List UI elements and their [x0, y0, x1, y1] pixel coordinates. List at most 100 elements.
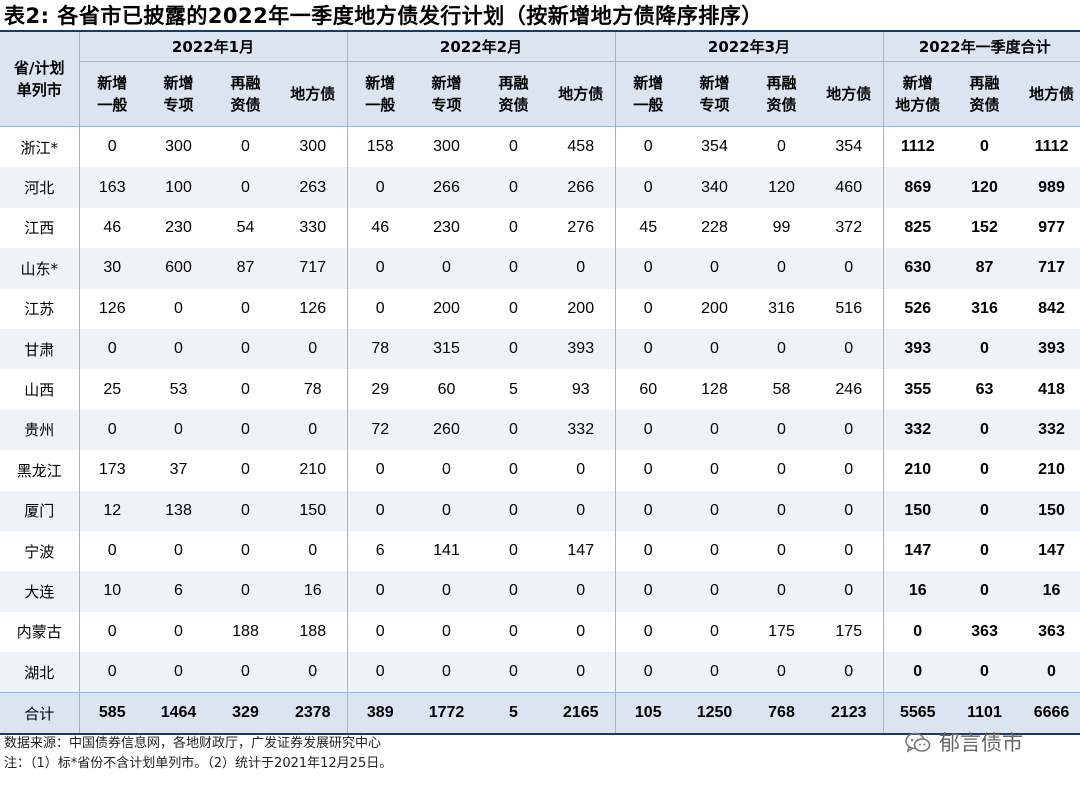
table-body: 浙江* 0 300 0 300 158 300 0 458 0 354 0 354 1112 0 1112 河北… [0, 126, 1080, 693]
value-cell: 0 [212, 328, 279, 370]
region-cell: 河北 [0, 167, 80, 208]
value-cell: 0 [815, 530, 884, 572]
watermark: 郁言债市 [905, 730, 1023, 756]
wechat-icon [905, 732, 931, 753]
value-cell: 0 [442, 461, 451, 479]
value-cell: 316 [768, 299, 795, 317]
value-cell: 0 [710, 461, 719, 479]
table-row: 甘肃 0 0 0 0 78 315 0 393 0 0 0 0 393 0 393 [0, 328, 1080, 370]
value-cell: 0 [748, 652, 815, 693]
value-cell: 0 [643, 461, 653, 479]
value-cell: 58 [772, 380, 791, 398]
value-cell: 393 [547, 328, 616, 370]
region-header-line-2: 单列市 [16, 81, 62, 99]
value-cell: 99 [772, 218, 791, 236]
bond-issuance-table: 省/计划 单列市 2022年1月 2022年2月 2022年3月 2022年一季… [0, 30, 1080, 736]
value-cell: 0 [681, 571, 748, 612]
value-cell: 0 [815, 652, 884, 693]
value-cell: 150 [1017, 490, 1080, 531]
column-header-line: 再融 [969, 74, 1000, 92]
value-cell: 0 [547, 450, 616, 491]
column-header: 地方债 [279, 61, 348, 127]
column-header-line: 新增 [431, 74, 462, 92]
value-cell: 0 [480, 167, 547, 208]
value-cell: 0 [883, 652, 952, 693]
value-cell: 1101 [952, 692, 1017, 736]
value-cell: 2165 [547, 692, 616, 736]
region-cell: 大连 [0, 571, 80, 612]
value-cell: 0 [347, 248, 413, 289]
value-cell: 138 [145, 490, 212, 531]
value-cell: 315 [413, 328, 480, 370]
watermark-text: 郁言债市 [939, 731, 1023, 755]
value-cell: 0 [615, 167, 681, 208]
value-cell: 5 [509, 380, 518, 398]
value-cell: 0 [980, 461, 989, 479]
value-cell: 0 [952, 652, 1017, 693]
value-cell: 977 [1038, 218, 1065, 236]
value-cell: 200 [547, 288, 616, 329]
region-cell: 黑龙江 [0, 450, 80, 491]
value-cell: 329 [212, 692, 279, 736]
region-cell: 甘肃 [0, 328, 80, 370]
value-cell: 29 [371, 380, 390, 398]
value-cell: 0 [509, 138, 518, 156]
value-cell: 0 [480, 490, 547, 531]
value-cell: 363 [971, 622, 998, 640]
value-cell: 0 [279, 652, 348, 693]
value-cell: 0 [480, 409, 547, 451]
value-cell: 37 [169, 461, 188, 479]
value-cell: 0 [952, 328, 1017, 370]
value-cell: 717 [279, 248, 348, 289]
value-cell: 0 [509, 461, 518, 479]
value-cell: 0 [681, 490, 748, 531]
value-cell: 163 [79, 167, 145, 208]
column-header: 再融 资债 [212, 61, 279, 127]
value-cell: 0 [815, 490, 884, 531]
value-cell: 173 [98, 461, 126, 479]
column-header-line: 新增 [633, 74, 664, 92]
value-cell: 0 [509, 218, 518, 236]
value-cell: 0 [107, 622, 117, 640]
value-cell: 0 [375, 622, 385, 640]
table-row: 厦门 12 138 0 150 0 0 0 0 0 0 0 0 150 0 150 [0, 490, 1080, 531]
value-cell: 158 [366, 138, 394, 156]
value-cell: 0 [681, 328, 748, 370]
value-cell: 246 [815, 369, 884, 410]
value-cell: 0 [174, 299, 183, 317]
value-cell: 300 [433, 138, 460, 156]
value-cell: 72 [347, 409, 413, 451]
value-cell: 0 [279, 328, 348, 370]
value-cell: 25 [103, 380, 122, 398]
value-cell: 0 [777, 461, 786, 479]
table-row: 江西 46 230 54 330 46 230 0 276 45 228 99 372 825 152 977 [0, 207, 1080, 249]
column-header: 新增 专项 [681, 61, 748, 127]
value-cell: 5565 [883, 692, 952, 736]
value-cell: 0 [107, 138, 117, 156]
value-cell: 0 [413, 248, 480, 289]
value-cell: 60 [437, 380, 456, 398]
value-cell: 0 [952, 490, 1017, 531]
value-cell: 389 [347, 692, 413, 736]
value-cell: 0 [79, 652, 145, 693]
column-header: 新增 地方债 [883, 61, 952, 127]
value-cell: 585 [79, 692, 145, 736]
value-cell: 16 [279, 571, 348, 612]
column-header-line: 专项 [699, 96, 730, 114]
value-cell: 0 [815, 328, 884, 370]
value-cell: 0 [615, 571, 681, 612]
value-cell: 6 [375, 542, 385, 560]
table-row: 贵州 0 0 0 0 72 260 0 332 0 0 0 0 332 0 332 [0, 409, 1080, 451]
value-cell: 228 [701, 218, 728, 236]
value-cell: 188 [232, 622, 259, 640]
value-cell: 842 [1038, 299, 1065, 317]
source-note: 数据来源：中国债券信息网，各地财政厅，广发证券发展研究中心 [4, 736, 382, 751]
value-cell: 93 [547, 369, 616, 410]
column-header-line: 新增 [97, 74, 128, 92]
value-cell: 210 [1038, 461, 1065, 479]
value-cell: 393 [883, 328, 952, 370]
value-cell: 340 [681, 167, 748, 208]
value-cell: 105 [615, 692, 681, 736]
group-header-mar: 2022年3月 [615, 30, 884, 62]
value-cell: 120 [952, 167, 1017, 208]
